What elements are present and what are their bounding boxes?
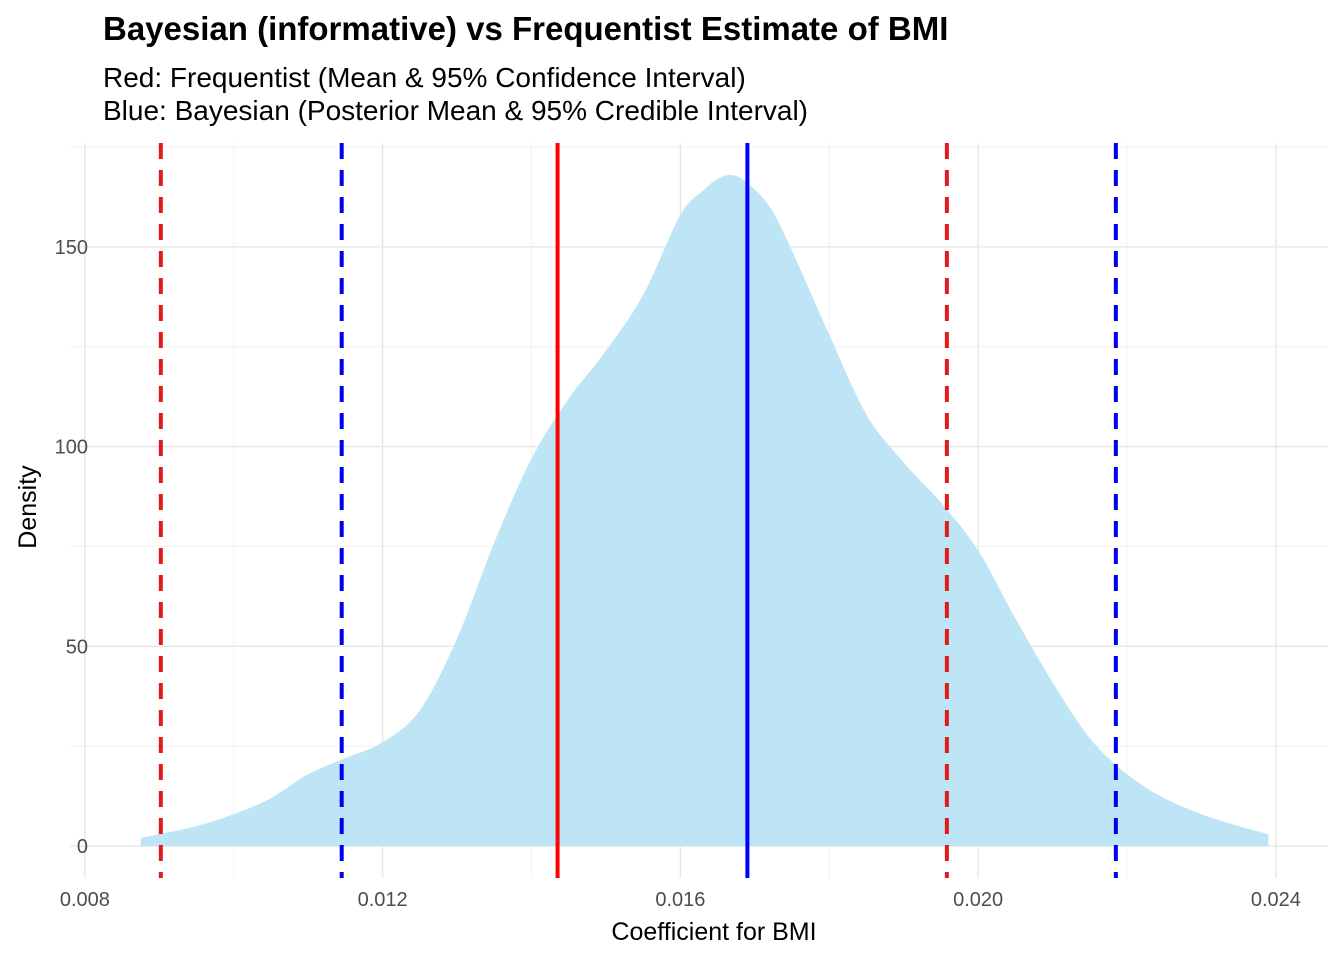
x-tick-label: 0.016 [655,889,705,911]
y-tick-labels: 0 50 100 150 [55,237,88,858]
y-tick-label: 50 [66,636,88,658]
x-axis-title: Coefficient for BMI [611,918,816,946]
chart-subtitle-frequentist: Red: Frequentist (Mean & 95% Confidence … [103,62,746,93]
density-area-group [140,174,1269,847]
y-axis-title: Density [14,465,42,549]
x-tick-label: 0.024 [1251,889,1301,911]
interval-lines [158,143,1118,878]
y-tick-label: 0 [77,836,88,858]
density-area [140,174,1269,847]
x-tick-labels: 0.008 0.012 0.016 0.020 0.024 [60,889,1301,911]
chart-subtitle-bayesian: Blue: Bayesian (Posterior Mean & 95% Cre… [103,95,809,126]
chart-title: Bayesian (informative) vs Frequentist Es… [103,10,949,47]
x-tick-label: 0.020 [953,889,1003,911]
x-tick-label: 0.008 [60,889,110,911]
y-tick-label: 150 [55,237,88,259]
y-tick-label: 100 [55,437,88,459]
x-tick-label: 0.012 [358,889,408,911]
